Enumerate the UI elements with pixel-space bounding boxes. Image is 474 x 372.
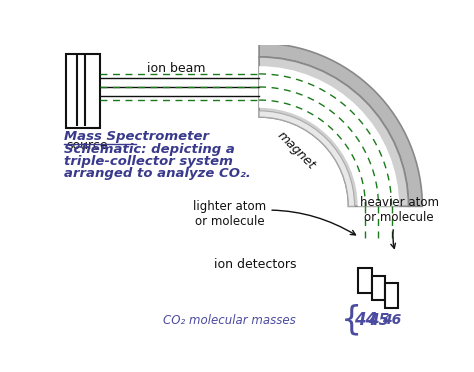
Bar	[66, 54, 100, 128]
Text: ion beam: ion beam	[146, 62, 205, 74]
Text: magnet: magnet	[274, 129, 318, 173]
Wedge shape	[259, 57, 409, 206]
Bar	[384, 283, 399, 308]
Text: arranged to analyze CO₂.: arranged to analyze CO₂.	[64, 167, 251, 180]
Text: triple-collector system: triple-collector system	[64, 155, 233, 168]
Wedge shape	[259, 43, 422, 206]
Text: lighter atom
or molecule: lighter atom or molecule	[193, 200, 356, 235]
Wedge shape	[259, 66, 399, 206]
Wedge shape	[259, 111, 355, 206]
Bar	[372, 276, 385, 300]
Text: heavier atom
or molecule: heavier atom or molecule	[360, 196, 439, 248]
Text: Mass Spectrometer: Mass Spectrometer	[64, 130, 210, 143]
Text: ion detectors: ion detectors	[214, 257, 296, 270]
Text: 45: 45	[368, 313, 389, 328]
Text: 44: 44	[354, 311, 377, 329]
Bar	[358, 268, 372, 293]
Text: Schematic: depicting a: Schematic: depicting a	[64, 142, 235, 155]
Text: CO₂ molecular masses: CO₂ molecular masses	[164, 314, 296, 327]
Text: 46: 46	[382, 313, 401, 327]
Text: {: {	[341, 304, 362, 337]
Text: source: source	[66, 139, 108, 151]
